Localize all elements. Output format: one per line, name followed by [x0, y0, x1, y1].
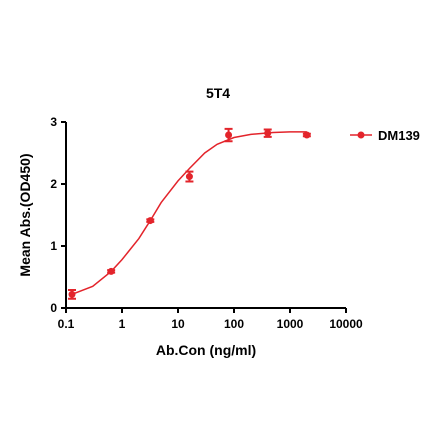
y-tick-label: 1	[50, 239, 57, 253]
x-tick-label: 10	[171, 317, 185, 331]
y-tick-label: 2	[50, 177, 57, 191]
y-axis-label: Mean Abs.(OD450)	[17, 153, 33, 276]
y-tick-label: 3	[50, 115, 57, 129]
legend-label: DM139	[378, 128, 420, 143]
data-point	[107, 267, 115, 275]
chart-title: 5T4	[206, 85, 230, 101]
legend-marker	[357, 131, 365, 139]
x-tick-label: 1000	[277, 317, 304, 331]
x-tick-label: 10000	[329, 317, 363, 331]
data-point	[146, 217, 154, 225]
y-tick-label: 0	[50, 301, 57, 315]
x-tick-label: 1	[119, 317, 126, 331]
x-axis-label: Ab.Con (ng/ml)	[156, 342, 256, 358]
data-point	[303, 131, 311, 139]
data-point	[185, 173, 193, 181]
data-point	[264, 129, 272, 137]
fit-curve	[71, 131, 307, 296]
x-tick-label: 0.1	[58, 317, 75, 331]
data-point	[225, 131, 233, 139]
x-tick-label: 100	[224, 317, 244, 331]
data-point	[68, 290, 76, 298]
